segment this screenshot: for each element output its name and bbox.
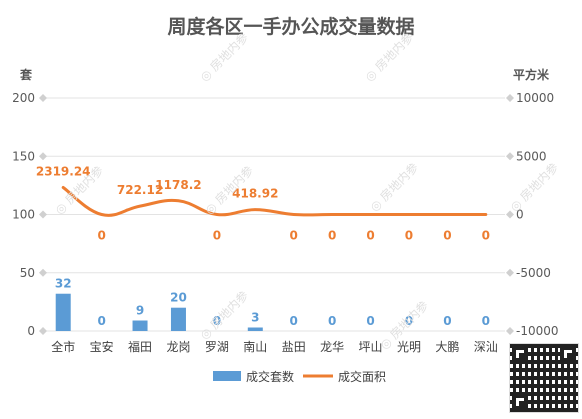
watermark-text: ◎ 房地内参 [197,287,252,342]
chart-title: 周度各区一手办公成交量数据 [167,16,415,38]
bar-label: 3 [251,311,259,325]
tick-marker [506,210,514,219]
tick-marker [39,210,47,219]
right-axis-unit: 平方米 [513,68,550,82]
tick-marker [39,152,47,161]
qr-code [509,343,579,413]
category-label: 南山 [243,339,267,354]
legend-swatch-bars [213,371,241,381]
line-label: 0 [328,229,336,243]
category-label: 盐田 [282,340,306,354]
watermark-text: ◎ 房地内参 [507,159,562,214]
watermark-text: ◎ 房地内参 [362,29,417,84]
line-label: 0 [443,229,451,243]
left-tick-label: 50 [20,266,35,280]
tick-marker [506,94,514,102]
bar-label: 0 [405,314,413,328]
bar-label: 0 [97,314,105,328]
tick-marker [39,327,47,335]
right-tick-label: 10000 [516,91,554,105]
line-label: 0 [290,229,298,243]
legend-label: 成交套数 [246,369,294,384]
bar-label: 0 [213,314,221,328]
category-label: 罗湖 [205,339,229,354]
category-label: 大鹏 [435,340,459,354]
tick-marker [39,268,47,277]
left-tick-label: 150 [12,149,35,163]
watermark-text: ◎ 房地内参 [197,29,252,84]
category-label: 龙岗 [166,340,190,354]
category-label: 坪山 [359,340,383,354]
left-tick-label: 200 [12,91,35,105]
bar-label: 32 [55,277,72,291]
bar [132,320,148,331]
bar-label: 0 [290,314,298,328]
line-label: 0 [366,229,374,243]
area-series-line [61,185,488,217]
bar-label: 0 [443,314,451,328]
category-label: 光明 [397,340,421,354]
bar [247,327,263,331]
tick-marker [506,268,514,277]
bar-label: 0 [366,314,374,328]
bar-label: 0 [328,314,336,328]
left-tick-label: 0 [27,324,35,338]
line-label: 1178.2 [155,178,201,192]
bar-label: 0 [482,314,490,328]
category-label: 福田 [128,339,152,354]
right-tick-label: -10000 [516,324,559,338]
line-label: 0 [405,229,413,243]
bar [170,307,186,331]
category-label: 宝安 [90,339,114,354]
line-label: 418.92 [232,187,278,201]
line-label: 0 [482,229,490,243]
line-label: 0 [213,229,221,243]
bar-label: 20 [170,291,187,305]
tick-marker [506,327,514,335]
legend-label: 成交面积 [338,369,386,384]
tick-marker [506,152,514,161]
right-tick-label: 5000 [516,149,547,163]
category-label: 全市 [51,339,75,354]
line-label: 0 [97,229,105,243]
watermark-text: ◎ 房地内参 [367,159,422,214]
bar [55,293,71,331]
line-label: 722.12 [117,183,163,197]
right-tick-label: 0 [516,208,524,222]
category-label: 深汕 [474,340,498,354]
bar-label: 9 [136,304,144,318]
line-label: 2319.24 [36,164,91,178]
left-axis-unit: 套 [20,68,33,82]
tick-marker [39,94,47,102]
category-label: 龙华 [320,340,344,354]
left-tick-label: 100 [12,208,35,222]
right-tick-label: -5000 [516,266,551,280]
